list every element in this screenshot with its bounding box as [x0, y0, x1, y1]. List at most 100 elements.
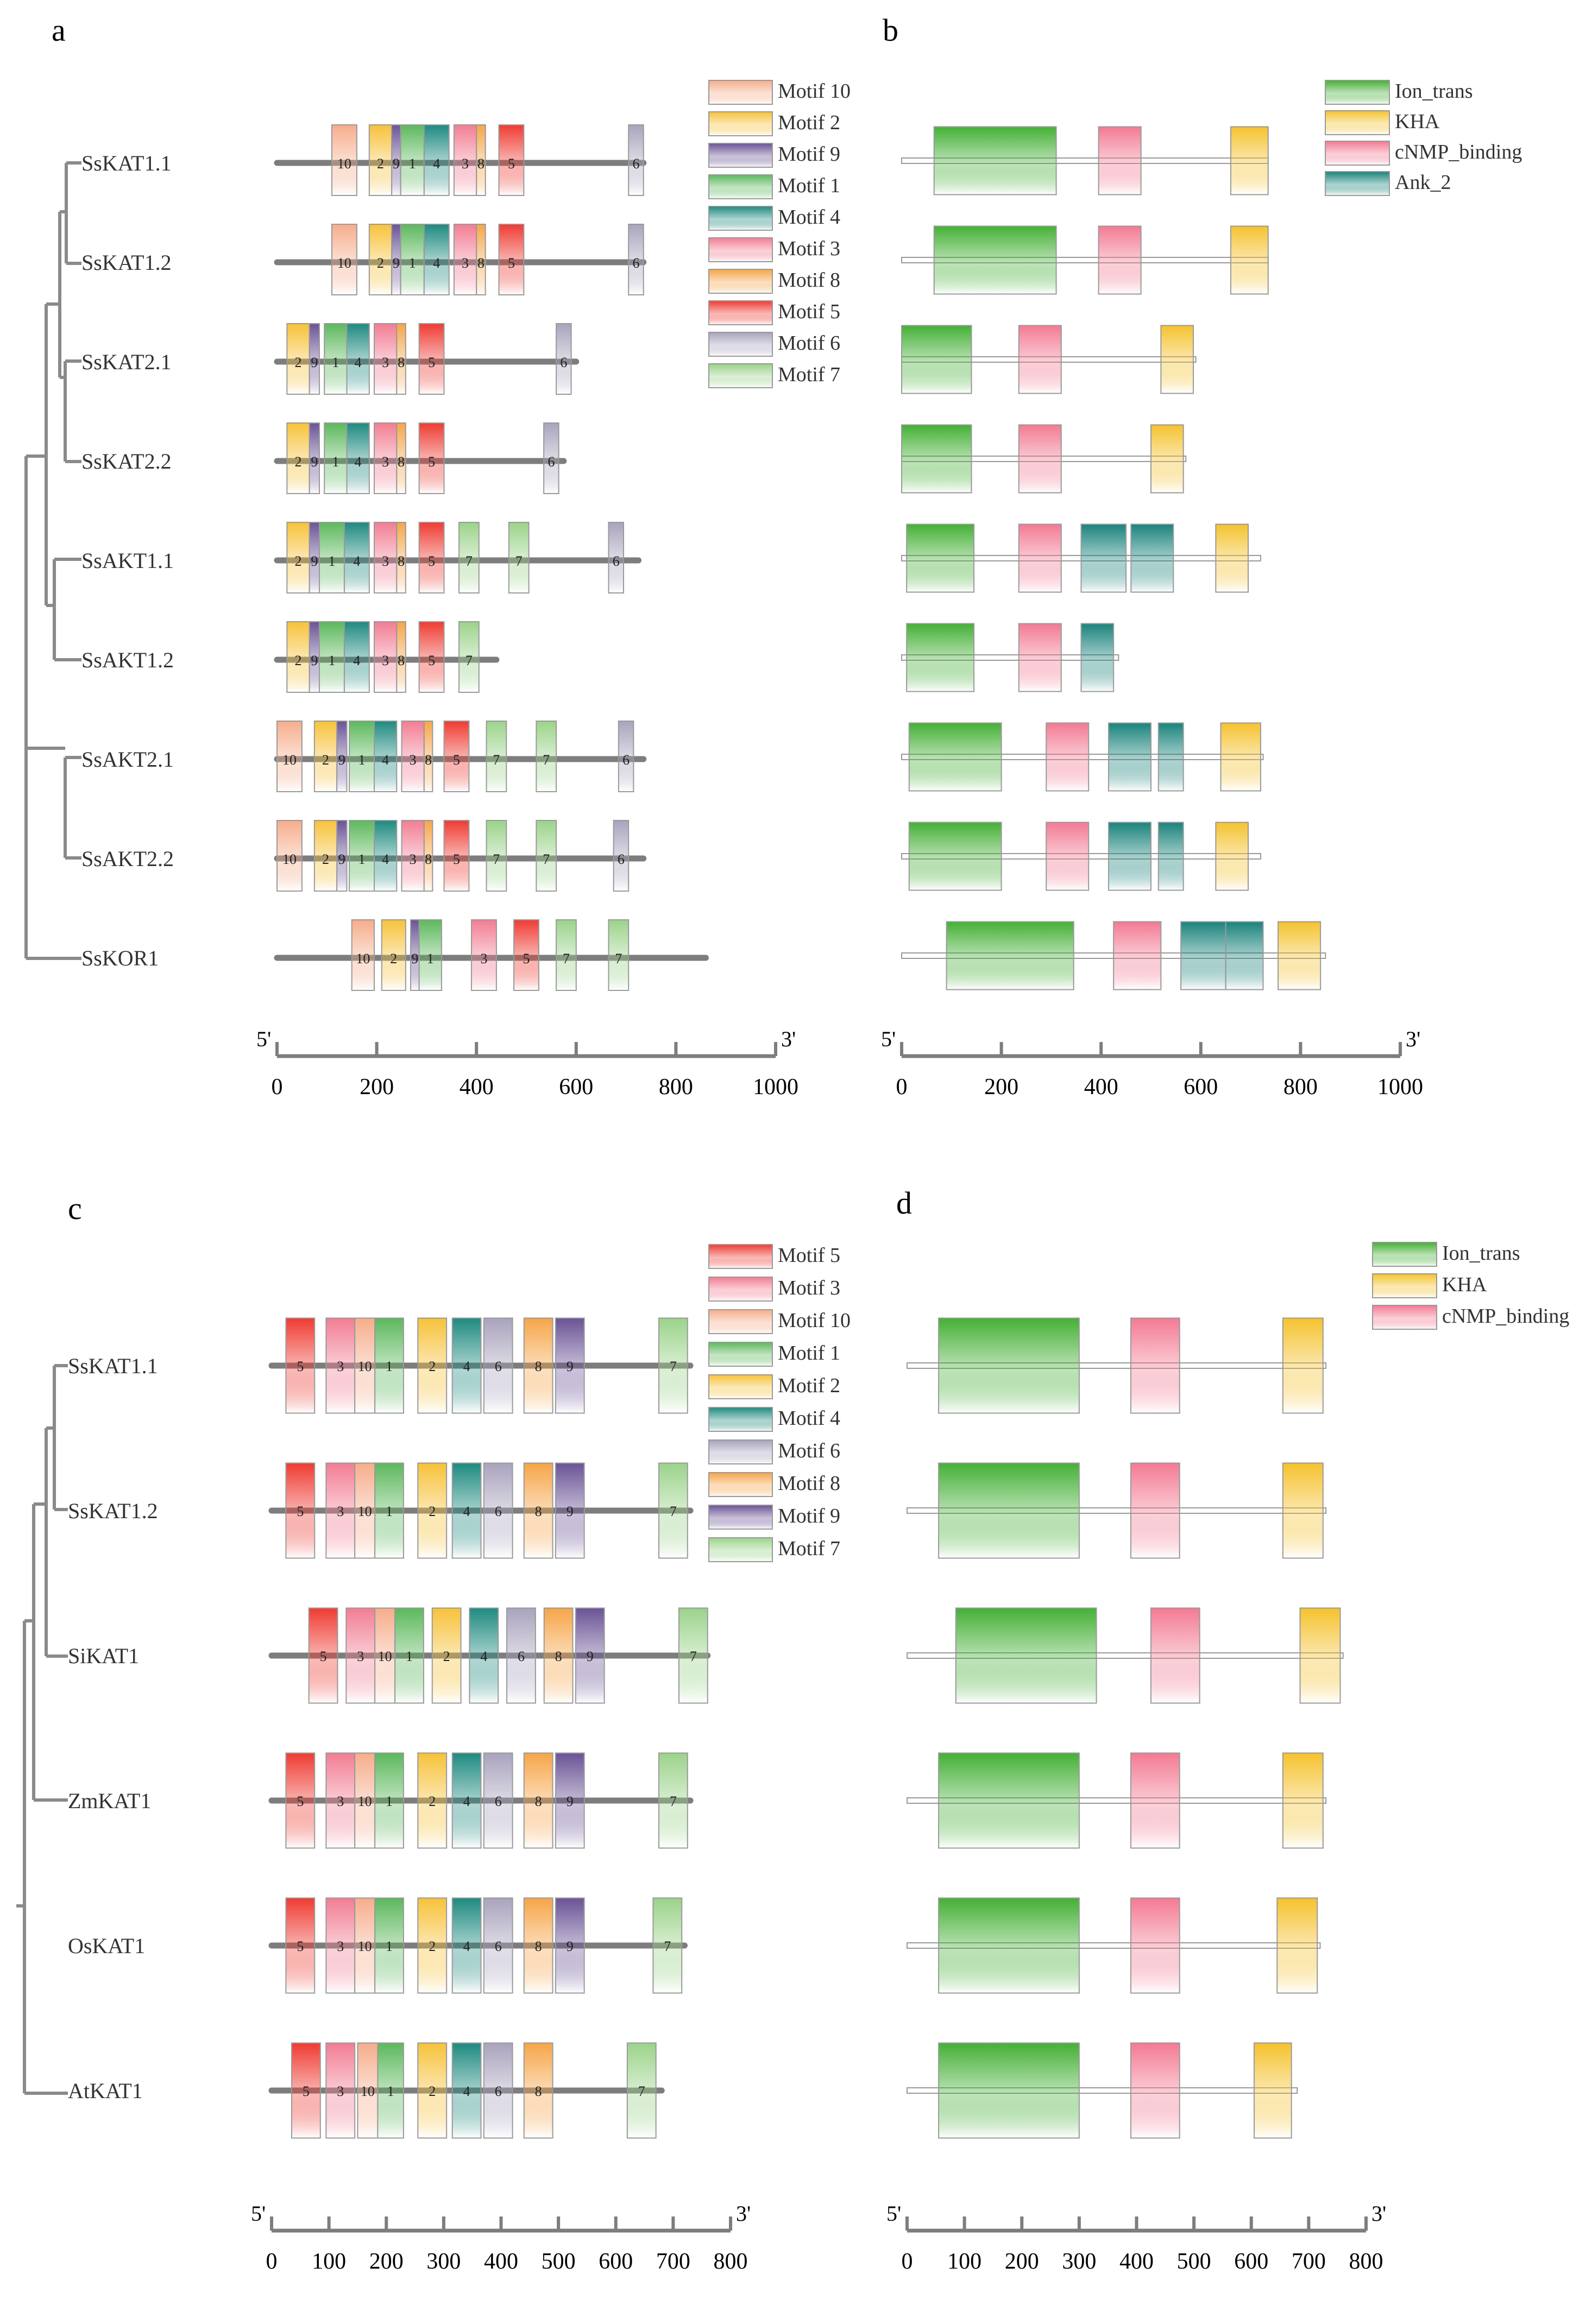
domain-box-ion: [938, 1752, 1080, 1849]
gene-name: SsKAT1.1: [81, 151, 172, 175]
motif-box-7: [458, 621, 480, 693]
motif-number: 2: [377, 156, 384, 172]
legend-swatch-a: [708, 143, 773, 168]
motif-box-9: [309, 323, 320, 395]
motif-number: 7: [543, 752, 550, 768]
motif-number: 1: [332, 454, 339, 470]
gene-name: SsKAT1.2: [81, 250, 172, 275]
motif-box-6: [618, 721, 634, 792]
axis-tick-label-d: 700: [1292, 2249, 1326, 2274]
motif-number: 1: [386, 1793, 393, 1809]
motif-box-5: [285, 1752, 316, 1849]
legend-label-d: cNMP_binding: [1442, 1305, 1569, 1328]
motif-number: 3: [357, 1649, 364, 1664]
motif-box-1: [324, 323, 348, 395]
motif-box-3: [374, 422, 398, 494]
legend-label-c: Motif 7: [778, 1537, 840, 1560]
motif-box-4: [346, 422, 370, 494]
motif-number: 2: [429, 1938, 436, 1954]
motif-number: 5: [297, 1359, 304, 1374]
protein-backbone: [907, 2087, 1298, 2094]
axis-end-a: 3': [781, 1027, 796, 1051]
motif-number: 9: [338, 752, 345, 768]
motif-box-2: [313, 820, 338, 892]
protein-backbone: [907, 1797, 1327, 1804]
motif-box-2: [417, 1317, 448, 1414]
domain-box-kha: [1254, 2042, 1292, 2139]
motif-number: 3: [462, 156, 469, 172]
motif-box-7: [486, 721, 507, 792]
motif-number: 2: [429, 1359, 436, 1374]
domain-box-cnmp: [1018, 325, 1062, 394]
motif-box-5: [498, 224, 525, 295]
motif-number: 1: [386, 1504, 393, 1519]
motif-box-7: [486, 820, 507, 892]
motif-number: 3: [382, 355, 389, 370]
gene-name: SsAKT1.1: [81, 548, 174, 573]
motif-number: 6: [495, 1938, 502, 1954]
legend-swatch-b: [1325, 171, 1390, 196]
domain-box-cnmp: [1130, 2042, 1180, 2139]
motif-number: 3: [382, 454, 389, 470]
motif-number: 10: [358, 1938, 372, 1954]
motif-number: 6: [495, 1793, 502, 1809]
motif-number: 4: [382, 752, 389, 768]
motif-number: 3: [480, 951, 487, 967]
motif-number: 8: [477, 255, 484, 271]
motif-box-7: [458, 522, 480, 593]
motif-box-2: [313, 721, 338, 792]
motif-box-3: [374, 522, 398, 593]
motif-box-5: [418, 422, 445, 494]
motif-number: 2: [443, 1649, 450, 1664]
axis-tick-label-d: 600: [1234, 2249, 1268, 2274]
gene-name: SsKAT2.1: [81, 350, 172, 374]
motif-number: 2: [429, 1504, 436, 1519]
motif-number: 7: [493, 752, 500, 768]
motif-number: 1: [387, 2083, 394, 2099]
motif-number: 7: [670, 1359, 677, 1374]
axis-tick-label-d: 100: [947, 2249, 981, 2274]
motif-box-1: [394, 1607, 424, 1704]
motif-box-1: [374, 1317, 404, 1414]
axis-tick-label-d: 500: [1177, 2249, 1211, 2274]
motif-box-6: [556, 323, 572, 395]
motif-box-7: [652, 1897, 683, 1994]
domain-box-ion: [946, 921, 1074, 990]
axis-tick-label-b: 400: [1084, 1075, 1118, 1100]
legend-label-a: Motif 5: [778, 300, 840, 323]
motif-box-2: [417, 2042, 448, 2139]
gene-name: SiKAT1: [68, 1644, 139, 1668]
gene-name: SsKAT2.2: [81, 449, 172, 473]
gene-name: ZmKAT1: [68, 1789, 151, 1813]
motif-number: 6: [495, 2083, 502, 2099]
motif-box-5: [418, 522, 445, 593]
motif-box-3: [453, 224, 477, 295]
legend-swatch-b: [1325, 80, 1390, 105]
motif-box-10: [357, 2042, 379, 2139]
motif-number: 4: [433, 156, 440, 172]
domain-box-ion: [938, 1462, 1080, 1559]
domain-box-cnmp: [1018, 623, 1062, 692]
legend-label-b: Ion_trans: [1395, 80, 1473, 103]
motif-box-2: [417, 1752, 448, 1849]
legend-label-d: Ion_trans: [1442, 1242, 1520, 1265]
domain-box-cnmp: [1130, 1752, 1180, 1849]
motif-box-10: [374, 1607, 396, 1704]
motif-number: 6: [613, 553, 620, 569]
motif-box-8: [543, 1607, 574, 1704]
legend-swatch-a: [708, 237, 773, 262]
motif-number: 4: [355, 355, 362, 370]
protein-backbone: [907, 1362, 1327, 1369]
motif-box-10: [276, 820, 303, 892]
axis-tick-label-a: 0: [272, 1075, 283, 1100]
legend-swatch-c: [708, 1407, 773, 1432]
motif-number: 5: [428, 553, 435, 569]
motif-box-10: [351, 919, 375, 991]
motif-number: 7: [638, 2083, 645, 2099]
domain-box-cnmp: [1150, 1607, 1200, 1704]
motif-number: 1: [332, 355, 339, 370]
domain-box-ank: [1080, 523, 1127, 593]
motif-number: 9: [567, 1359, 574, 1374]
motif-number: 7: [465, 653, 473, 668]
motif-number: 8: [535, 1504, 542, 1519]
